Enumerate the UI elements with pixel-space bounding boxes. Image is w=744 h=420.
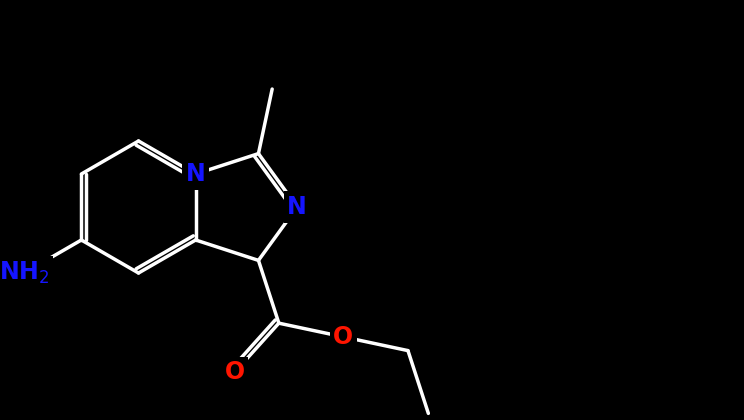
Text: N: N [186,162,205,186]
Text: NH$_2$: NH$_2$ [0,260,49,286]
Text: O: O [225,360,245,384]
Text: O: O [333,325,353,349]
Text: N: N [287,195,307,219]
